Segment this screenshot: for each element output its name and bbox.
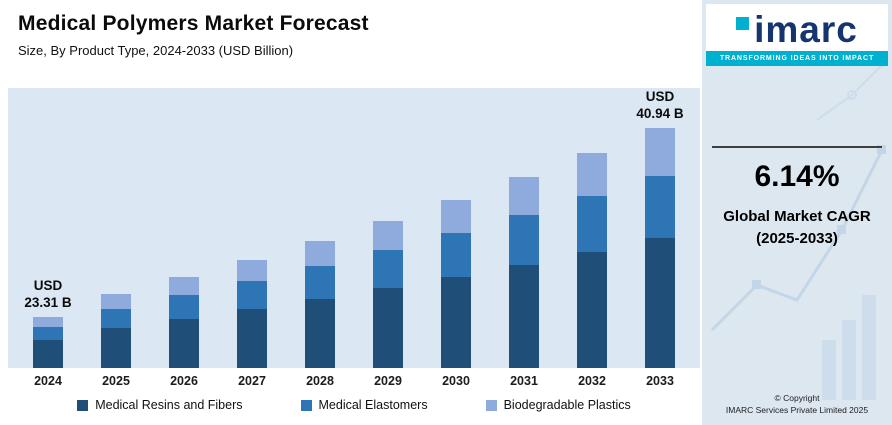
x-axis-label-2025: 2025	[102, 374, 130, 388]
value-label-2024: USD 23.31 B	[24, 277, 72, 310]
bar-segment-2031	[509, 177, 539, 216]
x-axis-label-2029: 2029	[374, 374, 402, 388]
bar-column-2030	[422, 88, 490, 368]
bar-column-2031	[490, 88, 558, 368]
stacked-bar-2026	[169, 277, 199, 368]
chart-panel: Medical Polymers Market Forecast Size, B…	[0, 0, 702, 412]
bar-column-2028	[286, 88, 354, 368]
stacked-bar-2032	[577, 153, 607, 368]
legend-label: Biodegradable Plastics	[503, 398, 631, 412]
logo-text: imarc	[754, 9, 858, 50]
chart-legend: Medical Resins and Fibers Medical Elastom…	[8, 398, 700, 412]
legend-label: Medical Elastomers	[318, 398, 428, 412]
legend-item: Medical Elastomers	[300, 398, 428, 412]
bar-segment-2024	[33, 326, 63, 341]
x-axis-label-2028: 2028	[306, 374, 334, 388]
value-label-2033: USD 40.94 B	[636, 89, 684, 122]
copyright-line1: © Copyright	[774, 392, 820, 403]
sidebar: imarc TRANSFORMING IDEAS INTO IMPACT 6.1…	[702, 0, 892, 425]
x-axis-label-2030: 2030	[442, 374, 470, 388]
bar-segment-2025	[101, 328, 131, 368]
bar-segment-2028	[305, 266, 335, 300]
bar-segment-2028	[305, 240, 335, 267]
bar-segment-2029	[373, 250, 403, 289]
legend-swatch-icon	[300, 399, 312, 411]
stacked-bar-2024	[33, 316, 63, 368]
bar-segment-2027	[237, 281, 267, 310]
cagr-label-line1: Global Market CAGR	[723, 208, 871, 226]
logo-wordmark: imarc	[706, 9, 888, 51]
bar-column-2025	[82, 88, 150, 368]
stacked-bar-2031	[509, 177, 539, 368]
page-title: Medical Polymers Market Forecast	[18, 12, 369, 35]
stacked-bar-2029	[373, 220, 403, 368]
chart-header: Medical Polymers Market Forecast Size, B…	[0, 0, 702, 58]
bar-segment-2026	[169, 318, 199, 368]
stacked-bar-2030	[441, 199, 471, 368]
logo-tagline: TRANSFORMING IDEAS INTO IMPACT	[706, 51, 888, 67]
bar-segment-2033	[645, 238, 675, 368]
copyright-line2: IMARC Services Private Limited 2025	[725, 405, 869, 416]
bar-segment-2027	[237, 259, 267, 282]
bar-column-2026	[150, 88, 218, 368]
legend-swatch-icon	[77, 399, 89, 411]
legend-label: Medical Resins and Fibers	[95, 398, 243, 412]
bar-segment-2032	[577, 196, 607, 253]
bar-segment-2030	[441, 199, 471, 234]
cagr-block: 6.14% Global Market CAGR (2025-2033)	[712, 146, 882, 250]
cagr-label-line2: (2025-2033)	[756, 229, 838, 247]
bar-segment-2031	[509, 215, 539, 265]
bar-segment-2026	[169, 295, 199, 319]
x-axis-label-2024: 2024	[34, 374, 62, 388]
bar-column-2032	[558, 88, 626, 368]
cagr-value: 6.14%	[754, 160, 840, 194]
bar-column-2027	[218, 88, 286, 368]
stacked-bar-2028	[305, 240, 335, 368]
bar-segment-2031	[509, 264, 539, 368]
bar-segment-2030	[441, 277, 471, 368]
bar-segment-2030	[441, 233, 471, 278]
bar-segment-2025	[101, 308, 131, 328]
x-axis-label-2027: 2027	[238, 374, 266, 388]
page-subtitle: Size, By Product Type, 2024-2033 (USD Bi…	[18, 43, 294, 58]
bar-segment-2026	[169, 277, 199, 296]
x-axis-label-2033: 2033	[646, 374, 674, 388]
legend-item: Medical Resins and Fibers	[77, 398, 243, 412]
bar-segment-2029	[373, 220, 403, 251]
bar-segment-2024	[33, 316, 63, 327]
bar-segment-2024	[33, 340, 63, 368]
x-axis: 2024 2025 2026 2027 2028 2029 2030 2031 2032 2033	[8, 374, 700, 388]
bar-segment-2025	[101, 293, 131, 309]
legend-swatch-icon	[485, 399, 497, 411]
stacked-bar-2027	[237, 259, 267, 368]
logo-accent-square-icon	[736, 17, 750, 30]
cagr-label: Global Market CAGR (2025-2033)	[712, 206, 882, 250]
copyright: © Copyright IMARC Services Private Limit…	[726, 392, 868, 425]
bar-column-2033: USD 40.94 B	[626, 88, 694, 368]
bar-segment-2028	[305, 299, 335, 368]
stacked-bar-2025	[101, 293, 131, 368]
bar-column-2029	[354, 88, 422, 368]
legend-item: Biodegradable Plastics	[485, 398, 631, 412]
bar-segment-2029	[373, 288, 403, 368]
x-axis-label-2031: 2031	[510, 374, 538, 388]
bar-segment-2033	[645, 175, 675, 239]
bar-column-2024: USD 23.31 B	[14, 88, 82, 368]
bar-chart-plot-area: USD 23.31 B USD 40.94 B	[8, 88, 700, 368]
bar-segment-2032	[577, 252, 607, 368]
bar-segment-2033	[645, 127, 675, 176]
x-axis-label-2026: 2026	[170, 374, 198, 388]
bar-segment-2032	[577, 153, 607, 197]
stacked-bar-2033	[645, 127, 675, 368]
bar-segment-2027	[237, 309, 267, 368]
imarc-logo: imarc TRANSFORMING IDEAS INTO IMPACT	[706, 4, 888, 67]
x-axis-label-2032: 2032	[578, 374, 606, 388]
